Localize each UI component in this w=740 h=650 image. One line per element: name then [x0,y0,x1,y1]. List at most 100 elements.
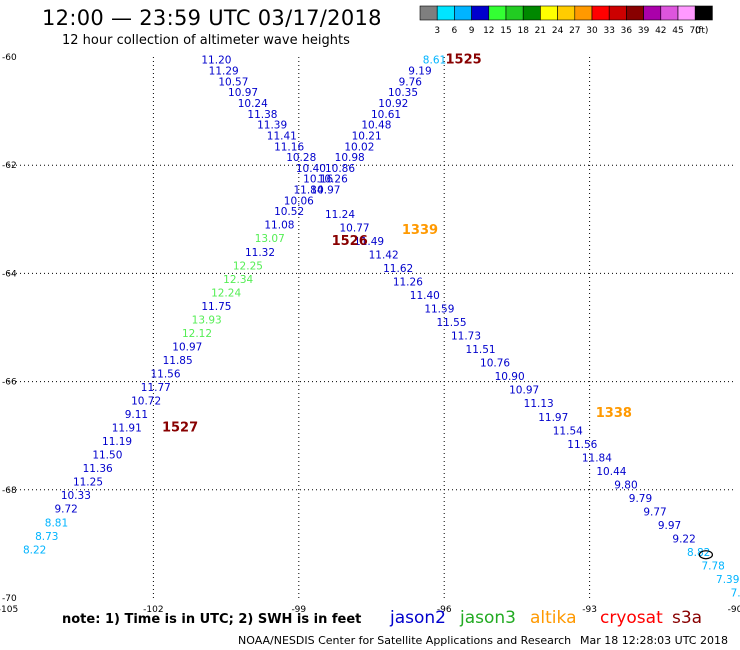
wave-height-point: 12.24 [211,287,241,299]
x-tick-label: -99 [291,605,306,615]
wave-height-point: 10.90 [495,371,525,383]
wave-height-point: 10.52 [274,206,304,218]
wave-height-point: 11.24 [325,209,355,221]
wave-height-point: 13.07 [255,233,285,245]
x-tick-label: -105 [0,605,18,615]
legend-bin-label: 70 [689,26,701,36]
wave-height-point: 10.97 [172,341,202,353]
wave-height-point: 10.21 [352,130,382,142]
legend-bin-label: 27 [569,26,580,36]
wave-height-point: 10.97 [310,185,340,197]
wave-height-point: 11.42 [369,249,399,261]
wave-height-point: 13.93 [192,314,222,326]
color-legend: 3 6 9 12 15 18 21 24 27 30 33 36 39 42 45 70(ft) [419,5,713,36]
wave-height-point: 10.61 [371,109,401,121]
legend-bin-label: 42 [655,26,666,36]
wave-height-point: 10.33 [61,490,91,502]
wave-height-point: 9.11 [125,409,148,421]
pass-time-label: 1527 [162,421,198,436]
satellite-s3a: s3a [672,608,703,628]
wave-height-point: 11.29 [209,66,239,78]
satellite-jason2: jason2 [390,608,446,628]
wave-height-point: 11.56 [567,439,597,451]
wave-height-point: 10.77 [340,222,370,234]
wave-height-point: 11.50 [92,450,122,462]
wave-height-point: 11.32 [245,247,275,259]
legend-bin-label: 21 [535,26,546,36]
wave-height-point: 10.98 [335,152,365,164]
page-title: 12:00 — 23:59 UTC 03/17/2018 [42,6,382,30]
wave-height-point: 10.24 [238,98,268,110]
wave-height-point: 10.97 [509,385,539,397]
wave-height-point: 9.80 [614,479,637,491]
wave-height-point: 10.44 [596,466,626,478]
y-tick-label: -68 [2,486,17,496]
wave-height-point: 12.25 [233,260,263,272]
wave-height-point: 8.61 [423,55,446,67]
wave-height-point: 11.75 [201,301,231,313]
wave-height-point: 11.73 [451,331,481,343]
wave-height-point: 7.78 [701,561,724,573]
legend-bin-label: 36 [621,26,633,36]
wave-height-point: 11.84 [582,452,612,464]
legend-bin-label: 39 [638,26,650,36]
satellite-jason3: jason3 [460,608,516,628]
wave-height-point: 11.54 [553,425,583,437]
legend-bin-label: 6 [452,26,458,36]
wave-height-point: 10.48 [361,120,391,132]
wave-height-point: 10.86 [325,163,355,175]
wave-height-point: 8.81 [45,517,68,529]
page-subtitle: 12 hour collection of altimeter wave hei… [62,33,350,48]
legend-unit: (ft) [695,26,709,36]
wave-height-point: 11.08 [264,220,294,232]
wave-height-point: 11.91 [112,423,142,435]
wave-height-point: 9.76 [399,76,423,88]
wave-height-point: 11.62 [383,263,413,275]
credit-org: NOAA/NESDIS Center for Satellite Applica… [238,634,572,647]
wave-height-point: 11.20 [201,55,231,67]
y-tick-label: -70 [2,594,17,604]
wave-height-point: 9.19 [408,66,431,78]
wave-height-point: 11.84 [293,185,323,197]
wave-height-point: 10.57 [218,76,248,88]
wave-height-point: 9.79 [629,493,652,505]
wave-height-point: 7.39 [716,574,739,586]
pass-time-label: 1526 [332,234,368,249]
x-tick-label: -90 [728,605,740,615]
pass-time-label: 1525 [445,53,481,68]
wave-height-point: 11.25 [73,477,103,489]
wave-height-point: 11.19 [102,436,132,448]
credit-timestamp: Mar 18 12:28:03 UTC 2018 [580,634,728,647]
wave-height-point: 11.41 [267,130,297,142]
wave-height-point: 11.16 [274,141,304,153]
legend-bin-label: 12 [483,26,494,36]
wave-height-point: 11.55 [436,317,466,329]
wave-height-point: 10.28 [286,152,316,164]
wave-height-point: 10.72 [131,396,161,408]
wave-height-point: 10.35 [388,87,418,99]
x-tick-label: -96 [437,605,452,615]
legend-bin-label: 24 [552,26,564,36]
wave-height-point: 11.77 [141,382,171,394]
wave-height-point: 11.40 [410,290,440,302]
x-tick-label: -102 [143,605,163,615]
legend-bin-label: 9 [469,26,475,36]
wave-height-point: 9.22 [672,533,695,545]
wave-height-point: 7.51 [731,588,740,600]
wave-height-point: 11.26 [393,277,423,289]
wave-height-point: 11.36 [83,463,113,475]
wave-height-point: 11.97 [538,412,568,424]
wave-height-point: 10.40 [296,163,326,175]
pass-time-label: 1338 [596,406,632,421]
wave-height-point: 10.76 [480,358,510,370]
island-outline [698,550,714,560]
wave-height-point: 10.06 [284,195,314,207]
wave-height-point: 11.56 [150,368,180,380]
wave-height-point: 11.85 [163,355,193,367]
legend-bin-label: 15 [500,26,511,36]
legend-bin-label: 30 [586,26,598,36]
y-tick-label: -64 [2,269,17,279]
wave-height-point: 11.13 [524,398,554,410]
x-tick-label: -93 [582,605,597,615]
